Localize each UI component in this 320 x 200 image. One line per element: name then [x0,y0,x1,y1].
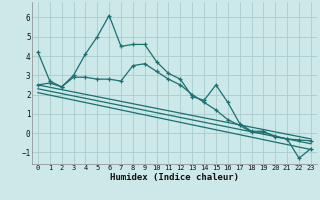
X-axis label: Humidex (Indice chaleur): Humidex (Indice chaleur) [110,173,239,182]
